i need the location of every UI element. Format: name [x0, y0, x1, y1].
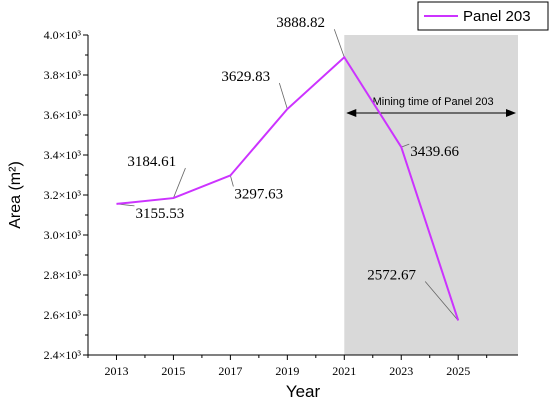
- x-tick-label: 2013: [104, 364, 128, 378]
- legend-label: Panel 203: [463, 8, 531, 25]
- tick-marks: [83, 34, 488, 360]
- data-label: 3155.53: [135, 206, 184, 222]
- data-label: 3184.61: [127, 154, 176, 170]
- y-axis-title: Area (m²): [7, 161, 24, 229]
- tick-labels: 2.4×10³ 2.6×10³ 2.8×10³ 3.0×10³ 3.2×10³ 3.4×1…: [44, 28, 471, 378]
- data-label: 3888.82: [276, 15, 325, 31]
- x-tick-label: 2021: [332, 364, 356, 378]
- data-labels: 3155.53 3184.61 3297.63 3629.83 3888.82 3439.…: [127, 15, 459, 283]
- data-label: 2572.67: [367, 267, 416, 283]
- legend: Panel 203: [417, 1, 549, 31]
- y-tick-label: 3.4×10³: [44, 148, 82, 162]
- y-tick-label: 2.4×10³: [44, 348, 82, 362]
- x-axis-title: Year: [286, 382, 321, 401]
- y-tick-label: 3.6×10³: [44, 108, 82, 122]
- y-tick-label: 4.0×10³: [44, 28, 82, 42]
- mining-time-annotation: Mining time of Panel 203: [346, 96, 516, 117]
- x-tick-label: 2023: [389, 364, 413, 378]
- y-tick-label: 2.6×10³: [44, 308, 82, 322]
- mining-period-shade: [344, 35, 518, 355]
- data-label: 3629.83: [221, 69, 270, 85]
- data-label-leader: [278, 82, 288, 110]
- data-label-leader: [424, 281, 459, 321]
- data-label-leader: [173, 167, 186, 199]
- data-label-leader: [401, 143, 410, 148]
- x-tick-label: 2015: [161, 364, 185, 378]
- y-tick-label: 2.8×10³: [44, 268, 82, 282]
- data-label-leader: [229, 175, 234, 187]
- y-tick-label: 3.8×10³: [44, 68, 82, 82]
- y-tick-label: 3.0×10³: [44, 228, 82, 242]
- series-line-panel-203: [116, 55, 460, 321]
- x-tick-label: 2019: [275, 364, 299, 378]
- data-label-leader: [333, 29, 345, 58]
- mining-time-label: Mining time of Panel 203: [373, 96, 494, 108]
- x-tick-label: 2017: [218, 364, 242, 378]
- data-label: 3439.66: [410, 144, 459, 160]
- x-tick-label: 2025: [446, 364, 470, 378]
- y-tick-label: 3.2×10³: [44, 188, 82, 202]
- data-label: 3297.63: [234, 186, 283, 202]
